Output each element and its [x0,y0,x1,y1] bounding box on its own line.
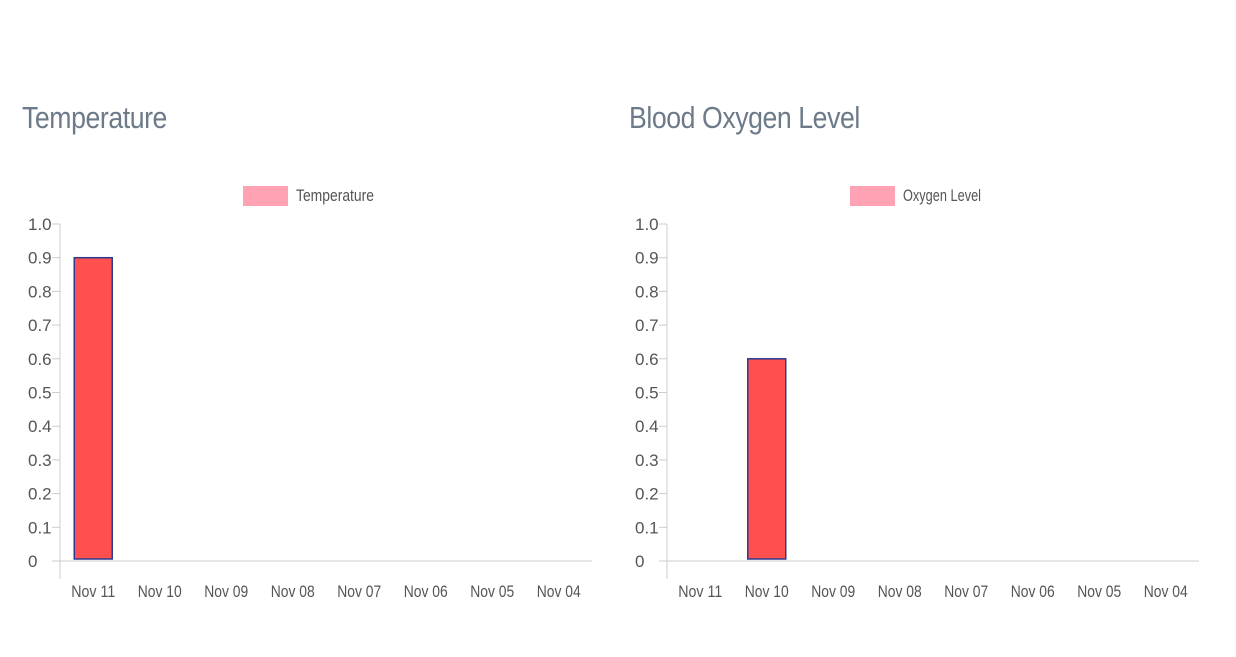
x-tick-label: Nov 08 [878,582,922,601]
y-tick-label: 0.8 [635,282,659,301]
y-tick-label: 0.3 [28,451,52,470]
legend: Temperature [243,186,374,206]
x-tick-label: Nov 04 [537,582,581,601]
x-tick-label: Nov 07 [337,582,381,601]
y-tick-label: 0.7 [28,316,52,335]
legend: Oxygen Level [850,186,981,206]
x-tick-label: Nov 05 [470,582,514,601]
y-tick-label: 0 [28,552,37,571]
x-tick-label: Nov 08 [271,582,315,601]
x-tick-label: Nov 06 [404,582,448,601]
x-tick-label: Nov 09 [204,582,248,601]
temperature-chart: Temperature 0 0.1 0.2 0.3 0.4 0.5 0.6 0.7 0.8 0.9 1… [28,186,592,601]
x-tick-label: Nov 11 [71,582,115,601]
bar [73,256,113,560]
y-tick-label: 0.1 [635,518,659,537]
x-tick-label: Nov 10 [138,582,182,601]
y-tick-label: 0.9 [28,249,52,268]
y-tick-label: 1.0 [28,215,52,234]
legend-label: Temperature [296,186,374,205]
legend-label: Oxygen Level [903,186,981,205]
x-tick-label: Nov 09 [811,582,855,601]
y-tick-label: 0.1 [28,518,52,537]
x-tick-label: Nov 05 [1077,582,1121,601]
legend-swatch [850,186,895,206]
panel-title: Blood Oxygen Level [629,100,860,135]
y-tick-label: 0.2 [28,485,52,504]
y-tick-label: 0.5 [28,384,52,403]
x-tick-label: Nov 04 [1144,582,1188,601]
y-tick-label: 0.4 [28,417,52,436]
temperature-panel: Temperature Temperature 0 0.1 0.2 0.3 0.4 0.5 0… [0,0,600,657]
blood-oxygen-panel: Blood Oxygen Level Oxygen Level 0 0.1 0.2 0.… [607,0,1207,657]
y-tick-label: 0 [635,552,644,571]
y-tick-label: 1.0 [635,215,659,234]
y-tick-label: 0.6 [28,350,52,369]
x-tick-label: Nov 10 [745,582,789,601]
y-tick-label: 0.9 [635,249,659,268]
y-tick-label: 0.7 [635,316,659,335]
y-tick-label: 0.2 [635,485,659,504]
y-tick-label: 0.3 [635,451,659,470]
x-tick-label: Nov 06 [1011,582,1055,601]
panel-title: Temperature [22,100,167,135]
y-tick-label: 0.6 [635,350,659,369]
x-tick-label: Nov 11 [678,582,722,601]
y-tick-label: 0.5 [635,384,659,403]
y-tick-label: 0.4 [635,417,659,436]
blood-oxygen-chart: Oxygen Level 0 0.1 0.2 0.3 0.4 0.5 0.6 0.7 0.8 0.9… [635,186,1199,601]
y-tick-label: 0.8 [28,282,52,301]
bar [747,358,787,560]
legend-swatch [243,186,288,206]
x-tick-label: Nov 07 [944,582,988,601]
